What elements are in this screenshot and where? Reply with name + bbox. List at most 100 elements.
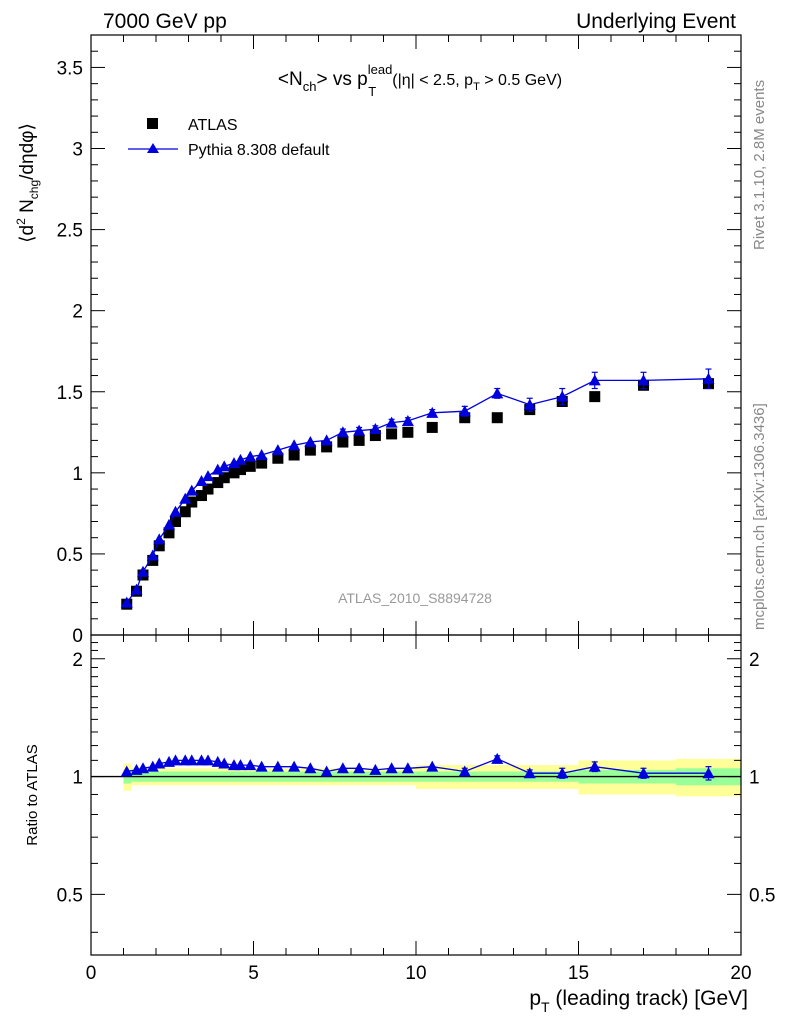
pythia-data-point: [185, 484, 198, 496]
pythia-data-point: [588, 374, 601, 386]
ratio-data-point: [491, 752, 504, 764]
atlas-data-point: [244, 460, 256, 472]
pythia-data-point: [637, 374, 650, 386]
pythia-data-point: [288, 439, 301, 451]
pythia-data-point: [137, 565, 149, 577]
main-panel: 00.511.522.533.5 <Nch> vs plead T(|η| < 2…: [14, 34, 742, 647]
atlas-data-point: [153, 540, 165, 552]
legend-pythia-label: Pythia 8.308 default: [188, 142, 330, 159]
pythia-data-point: [385, 416, 398, 428]
atlas-data-point: [196, 490, 207, 502]
title-cond-pre: (|η| < 2.5, p: [392, 72, 473, 89]
ratio-panel: 0.5 0.51 12 20 5 10 15 20 Ratio to ATLAS pT (le…: [24, 634, 775, 1015]
pythia-data-point: [556, 390, 569, 402]
plot-title: <Nch> vs plead T(|η| < 2.5, pT > 0.5 GeV): [278, 62, 562, 99]
xlabel-sub: T: [541, 999, 550, 1015]
ratio-data-point: [588, 760, 601, 772]
ratio-data-point: [271, 760, 284, 772]
pythia-data-point: [271, 444, 284, 456]
pythia-data-point: [491, 387, 504, 399]
main-y-tick-label: 2: [72, 302, 83, 323]
ratio-y-tick-label-right: 1: [749, 768, 760, 789]
title-mid: > vs p: [316, 69, 367, 90]
main-y-tick-label: 3: [72, 140, 83, 161]
ratio-data-point: [218, 757, 231, 769]
atlas-data-point: [179, 506, 191, 518]
ratio-data-point: [385, 762, 398, 774]
pythia-data-point: [195, 474, 208, 486]
ylabel-mid: N: [17, 199, 38, 218]
main-y-tick-label: 0.5: [57, 545, 83, 566]
pythia-data-point: [169, 505, 182, 517]
ylabel-sup: 2: [14, 218, 28, 225]
ratio-data-point: [185, 754, 198, 766]
pythia-data-point: [202, 470, 214, 482]
atlas-data-point: [272, 452, 284, 464]
atlas-data-point: [218, 472, 230, 484]
main-y-axis-label: ⟨d2 Nchg/dηdφ⟩: [14, 123, 41, 243]
pythia-data-point: [255, 449, 268, 460]
ratio-data-point: [353, 762, 366, 774]
pythia-data-point: [304, 436, 317, 448]
ratio-pythia-series: [120, 752, 715, 781]
pythia-data-point: [146, 549, 159, 561]
ratio-data-point: [637, 767, 650, 779]
pythia-series-line: [126, 378, 709, 603]
title-pre: <N: [278, 69, 303, 90]
ratio-data-point: [556, 767, 569, 779]
xlabel-rest: (leading track) [GeV]: [550, 987, 748, 1010]
ratio-data-point: [137, 762, 149, 774]
ratio-axis-ticks: 0.5 0.51 12 20 5 10 15 20: [57, 635, 775, 984]
ratio-data-point: [336, 762, 349, 774]
ratio-plot-frame: [90, 634, 742, 956]
atlas-data-point: [256, 457, 268, 469]
ratio-data-point: [369, 763, 382, 775]
title-sub: T: [368, 84, 376, 99]
pythia-data-point: [153, 533, 166, 545]
header-right-label: Underlying Event: [576, 10, 736, 33]
ratio-data-point: [702, 767, 715, 779]
pythia-data-point: [426, 406, 439, 418]
pythia-data-point: [369, 423, 382, 435]
ratio-y-axis-label: Ratio to ATLAS: [24, 744, 41, 845]
atlas-data-point: [321, 441, 333, 453]
pythia-data-point: [228, 457, 240, 469]
pythia-data-point: [179, 492, 192, 504]
atlas-data-point: [212, 477, 224, 489]
main-y-tick-label: 0: [72, 626, 83, 647]
atlas-data-point: [459, 412, 471, 424]
rivet-label: Rivet 3.1.10, 2.8M events: [751, 80, 768, 250]
atlas-data-point: [402, 426, 414, 438]
atlas-data-point: [304, 444, 316, 456]
ratio-y-tick-label: 2: [72, 650, 83, 671]
ylabel-open: ⟨d: [17, 225, 38, 243]
atlas-data-point: [235, 464, 246, 476]
title-cond-sub: T: [473, 81, 480, 93]
ratio-data-point: [146, 760, 159, 772]
atlas-data-point: [186, 496, 198, 508]
pythia-data-point: [211, 463, 224, 475]
pythia-data-point: [336, 426, 349, 438]
main-y-tick-label: 3.5: [57, 58, 83, 79]
x-tick-label: 10: [405, 963, 426, 984]
ratio-y-tick-label: 1: [72, 768, 83, 789]
atlas-data-point: [353, 434, 365, 446]
ylabel-close: /dηdφ⟩: [17, 123, 38, 180]
atlas-data-point: [369, 430, 381, 442]
main-y-tick-label: 2.5: [57, 221, 83, 242]
atlas-data-point: [426, 421, 438, 433]
pythia-data-point: [523, 398, 536, 410]
atlas-data-series: [121, 378, 714, 610]
legend-atlas-label: ATLAS: [188, 117, 238, 134]
atlas-data-point: [288, 449, 300, 461]
ratio-data-point: [244, 759, 257, 771]
ratio-y-tick-label: 0.5: [57, 885, 83, 906]
pythia-data-point: [353, 424, 366, 436]
atlas-data-point: [163, 527, 175, 539]
pythia-data-point: [130, 583, 143, 595]
ratio-data-point: [320, 765, 333, 777]
ratio-data-point: [120, 765, 133, 777]
main-y-tick-label: 1: [72, 464, 83, 485]
atlas-data-point: [337, 436, 349, 448]
pythia-data-point: [234, 453, 247, 465]
